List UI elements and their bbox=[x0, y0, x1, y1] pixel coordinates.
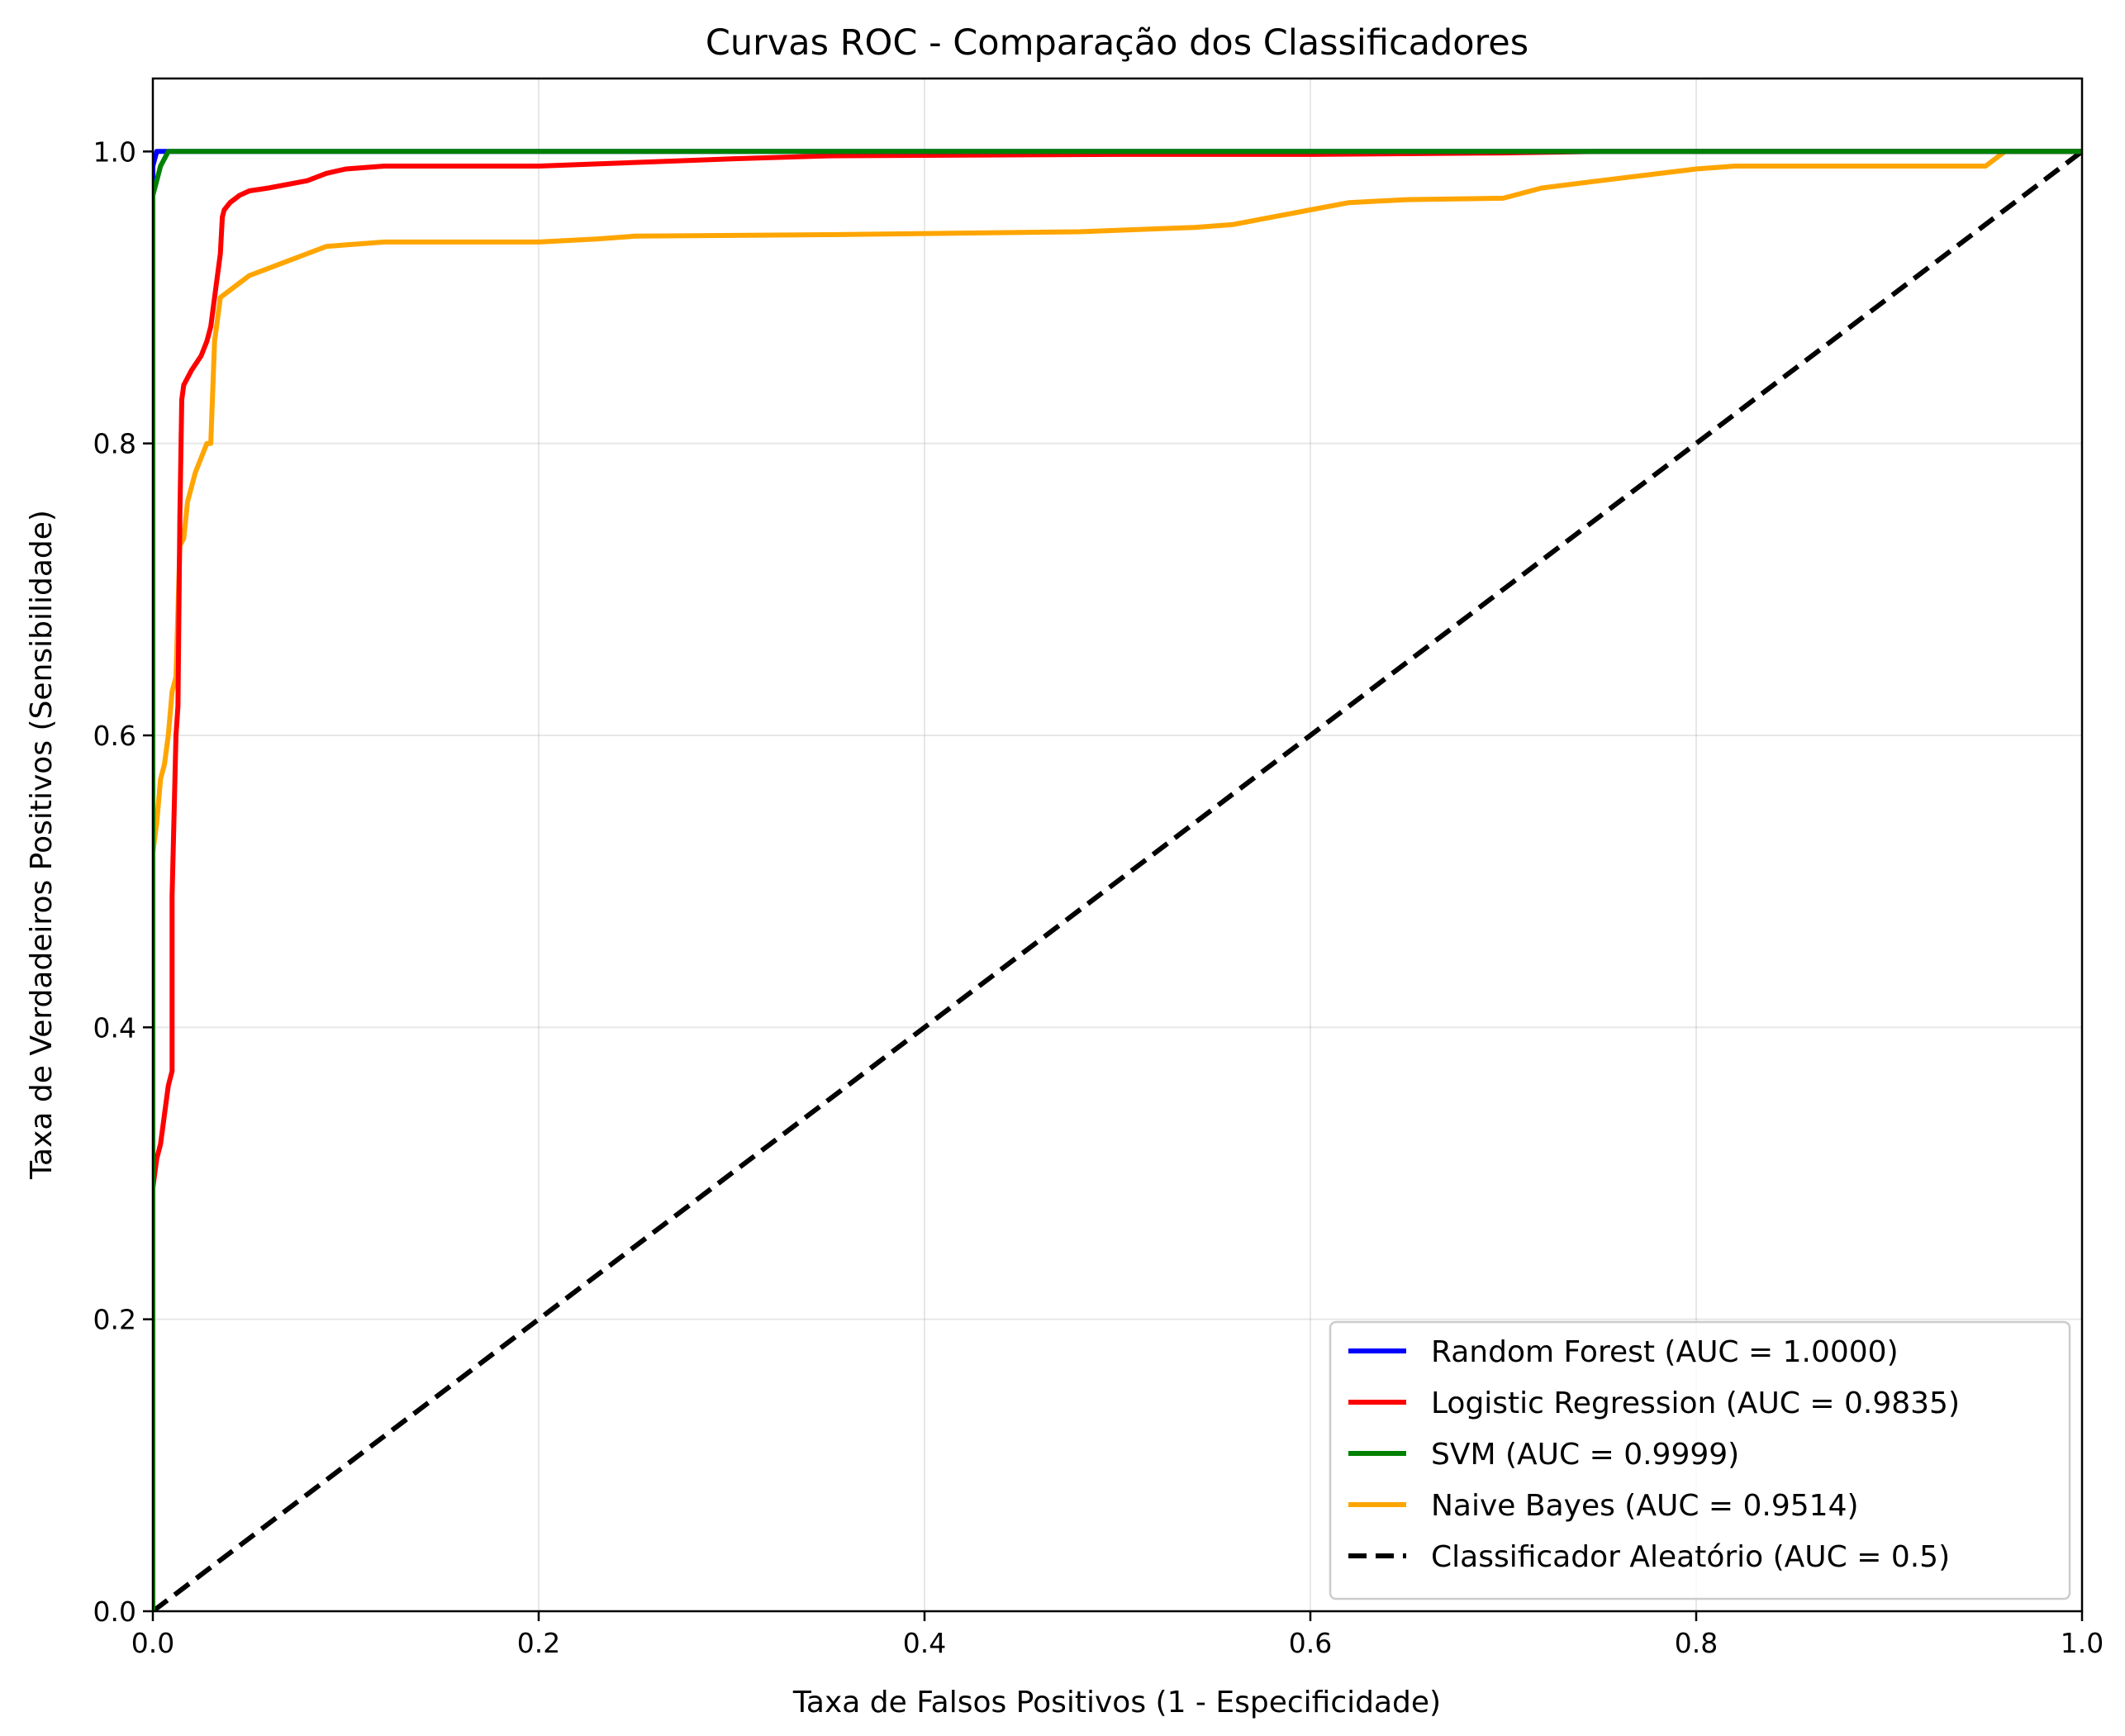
x-tick-label: 0.4 bbox=[903, 1627, 946, 1659]
x-tick-label: 0.6 bbox=[1289, 1627, 1332, 1659]
chart-title: Curvas ROC - Comparação dos Classificado… bbox=[706, 22, 1528, 64]
y-tick-label: 0.2 bbox=[93, 1304, 136, 1336]
plot-frame bbox=[151, 77, 2084, 1613]
x-tick-label: 0.0 bbox=[131, 1627, 174, 1659]
legend-label-svm: SVM (AUC = 0.9999) bbox=[1431, 1438, 1739, 1472]
legend-label-random-forest: Random Forest (AUC = 1.0000) bbox=[1431, 1335, 1899, 1369]
series-lines bbox=[153, 149, 2082, 1611]
series-line-logistic-regression bbox=[153, 149, 2082, 1611]
x-tick-label: 0.2 bbox=[517, 1627, 560, 1659]
x-tick-label: 0.8 bbox=[1675, 1627, 1718, 1659]
axis-ticks: 0.0 0.2 0.4 0.6 0.8 1.0 0.0 0.2 0.4 0.6 0.8 1.0 bbox=[93, 136, 2104, 1659]
y-tick-label: 0.0 bbox=[93, 1596, 136, 1628]
y-tick-label: 1.0 bbox=[93, 136, 136, 168]
y-tick-label: 0.4 bbox=[93, 1011, 136, 1044]
series-line-svm bbox=[153, 149, 2082, 1611]
legend-label-naive-bayes: Naive Bayes (AUC = 0.9514) bbox=[1431, 1489, 1859, 1523]
legend-label-classificador-aleat-rio: Classificador Aleatório (AUC = 0.5) bbox=[1431, 1540, 1950, 1574]
legend-label-logistic-regression: Logistic Regression (AUC = 0.9835) bbox=[1431, 1386, 1960, 1420]
x-axis-label: Taxa de Falsos Positivos (1 - Especifici… bbox=[792, 1686, 1441, 1719]
y-tick-label: 0.6 bbox=[93, 720, 136, 752]
x-tick-label: 1.0 bbox=[2061, 1627, 2104, 1659]
series-line-classificador-aleat-rio bbox=[153, 149, 2082, 1611]
y-tick-label: 0.8 bbox=[93, 428, 136, 460]
legend-box bbox=[1329, 1320, 2071, 1600]
legend: Random Forest (AUC = 1.0000) Logistic Reg… bbox=[1329, 1320, 2071, 1600]
y-axis-label: Taxa de Verdadeiros Positivos (Sensibili… bbox=[25, 510, 59, 1180]
